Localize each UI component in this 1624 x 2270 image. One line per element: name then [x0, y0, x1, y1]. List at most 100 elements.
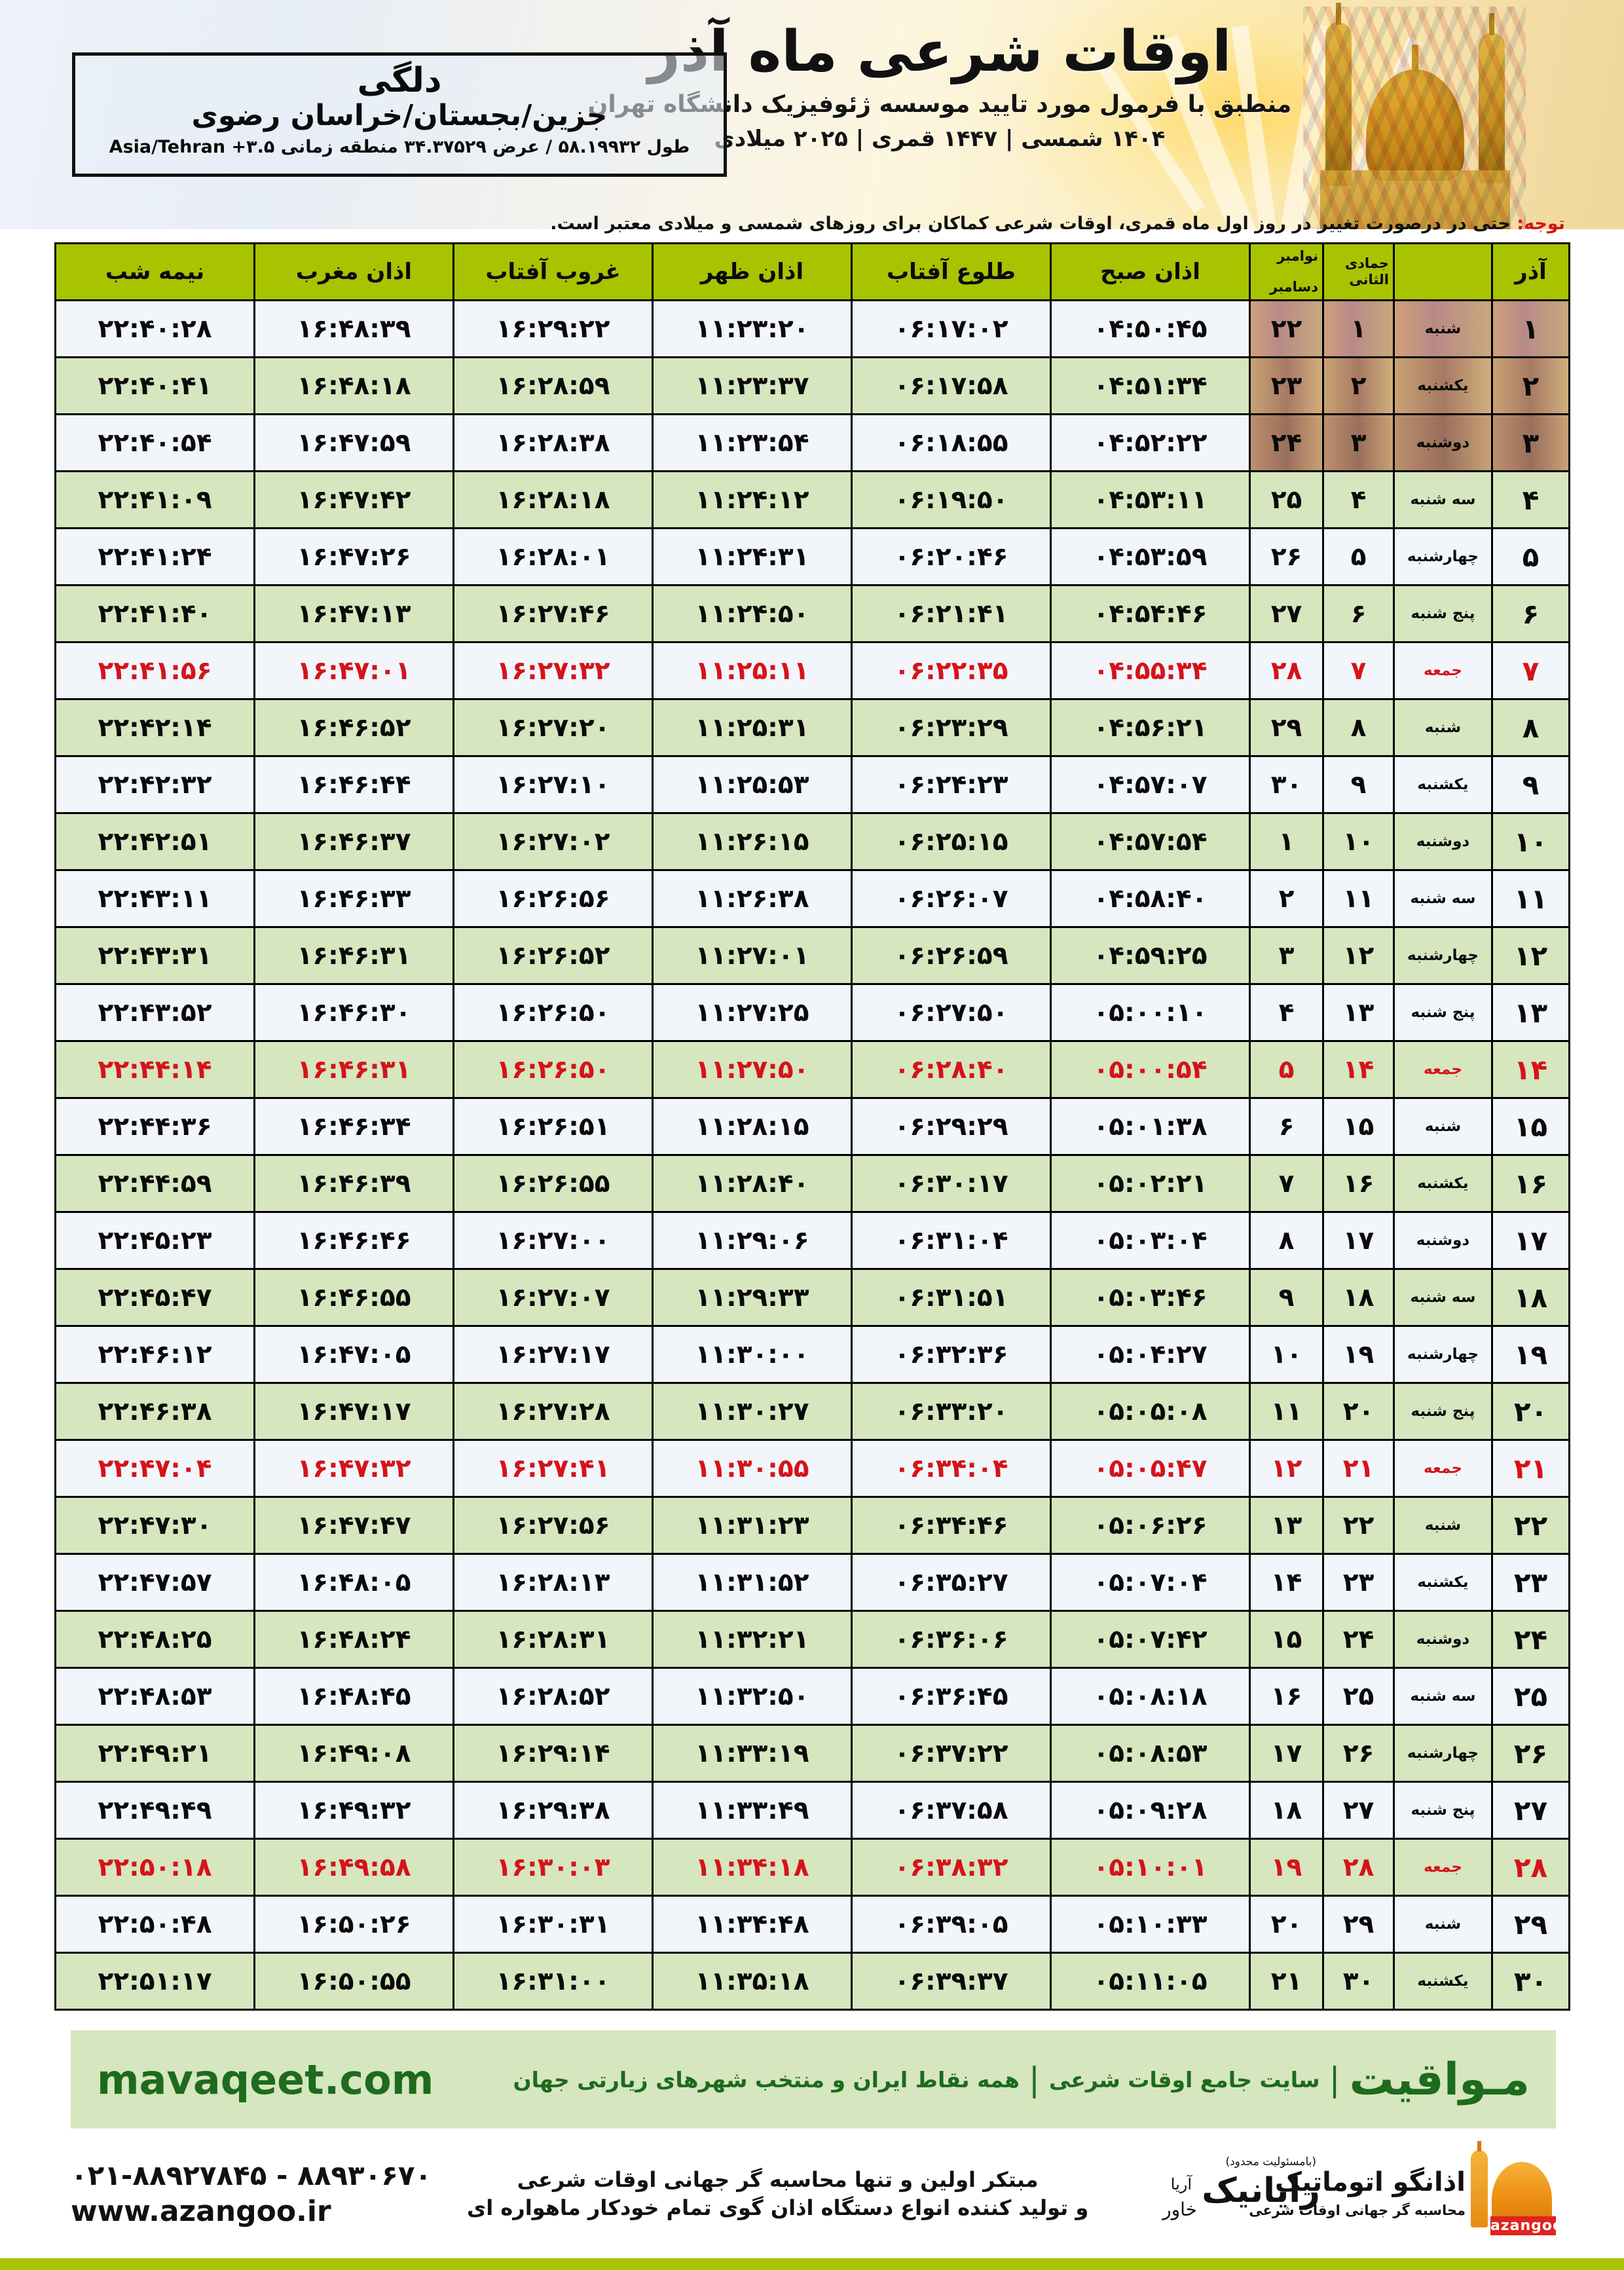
cell-sunset: ۱۶:۳۱:۰۰ [452, 1952, 654, 2011]
cell-sunrise: ۰۶:۳۱:۵۱ [851, 1268, 1052, 1327]
cell-azar-day: ۱ [1491, 299, 1570, 358]
cell-sunset: ۱۶:۲۷:۰۲ [452, 812, 654, 871]
cell-gregorian-day: ۲۹ [1249, 698, 1324, 757]
dome-icon [1366, 45, 1464, 181]
cell-maghrib: ۱۶:۴۶:۳۹ [253, 1154, 454, 1213]
cell-weekday: پنج شنبه [1393, 1781, 1493, 1840]
page-title: اوقات شرعی ماه آذر [648, 19, 1232, 84]
table-row: ۱۰ دوشنبه ۱۰ ۱ ۰۴:۵۷:۵۴ ۰۶:۲۵:۱۵ ۱۱:۲۶:۱۵ ۱۶:۲۷… [54, 812, 1570, 871]
table-row: ۲۹ شنبه ۲۹ ۲۰ ۰۵:۱۰:۳۳ ۰۶:۳۹:۰۵ ۱۱:۳۴:۴۸ ۱۶:۳۰:… [54, 1895, 1570, 1954]
contact-phone: ۰۲۱-۸۸۹۲۷۸۴۵ - ۸۸۹۳۰۶۷۰ [71, 2159, 432, 2192]
cell-sunrise: ۰۶:۳۶:۰۶ [851, 1610, 1052, 1669]
cell-dhuhr: ۱۱:۲۸:۴۰ [652, 1154, 853, 1213]
cell-sunrise: ۰۶:۲۳:۲۹ [851, 698, 1052, 757]
cell-maghrib: ۱۶:۴۷:۲۶ [253, 527, 454, 586]
cell-sunset: ۱۶:۲۷:۳۲ [452, 641, 654, 700]
cell-weekday: یکشنبه [1393, 1952, 1493, 2011]
cell-maghrib: ۱۶:۴۸:۱۸ [253, 356, 454, 415]
location-city: دلگی [357, 61, 442, 100]
footer-bottom: azangoo اذانگو اتوماتیک محاسبه گر جهانی … [71, 2141, 1562, 2246]
rayanik-legal-note: (بامسئولیت محدود) [1225, 2155, 1316, 2168]
cell-hijri-day: ۸ [1322, 698, 1395, 757]
cell-sunrise: ۰۶:۳۸:۳۲ [851, 1838, 1052, 1897]
contact-website[interactable]: www.azangoo.ir [71, 2194, 331, 2228]
separator: | [1329, 2060, 1340, 2098]
mavaqeet-url[interactable]: mavaqeet.com [97, 2055, 434, 2104]
cell-gregorian-day: ۲۶ [1249, 527, 1324, 586]
cell-sunset: ۱۶:۲۷:۲۰ [452, 698, 654, 757]
cell-sunrise: ۰۶:۲۶:۰۷ [851, 869, 1052, 928]
cell-sunset: ۱۶:۲۷:۲۸ [452, 1382, 654, 1441]
cell-fajr: ۰۴:۵۱:۳۴ [1050, 356, 1251, 415]
cell-fajr: ۰۵:۰۴:۲۷ [1050, 1325, 1251, 1384]
cell-hijri-day: ۲۸ [1322, 1838, 1395, 1897]
cell-dhuhr: ۱۱:۳۵:۱۸ [652, 1952, 853, 2011]
cell-hijri-day: ۱۴ [1322, 1040, 1395, 1099]
table-row: ۱۴ جمعه ۱۴ ۵ ۰۵:۰۰:۵۴ ۰۶:۲۸:۴۰ ۱۱:۲۷:۵۰ ۱۶:۲۶:۵… [54, 1040, 1570, 1099]
table-row: ۲ یکشنبه ۲ ۲۳ ۰۴:۵۱:۳۴ ۰۶:۱۷:۵۸ ۱۱:۲۳:۳۷ ۱۶:۲۸:… [54, 356, 1570, 415]
header-dhuhr: اذان ظهر [652, 242, 853, 301]
cell-fajr: ۰۵:۰۸:۵۳ [1050, 1724, 1251, 1783]
cell-weekday: چهارشنبه [1393, 527, 1493, 586]
cell-hijri-day: ۱۲ [1322, 926, 1395, 985]
cell-azar-day: ۱۱ [1491, 869, 1570, 928]
rayanik-wordmark: رایانیک [1202, 2171, 1320, 2210]
cell-gregorian-day: ۱۸ [1249, 1781, 1324, 1840]
cell-weekday: دوشنبه [1393, 1610, 1493, 1669]
table-row: ۲۱ جمعه ۲۱ ۱۲ ۰۵:۰۵:۴۷ ۰۶:۳۴:۰۴ ۱۱:۳۰:۵۵ ۱۶:۲۷:… [54, 1439, 1570, 1498]
cell-gregorian-day: ۲۸ [1249, 641, 1324, 700]
cell-gregorian-day: ۲۷ [1249, 584, 1324, 643]
cell-sunrise: ۰۶:۲۶:۵۹ [851, 926, 1052, 985]
cell-fajr: ۰۴:۵۲:۲۲ [1050, 413, 1251, 472]
cell-gregorian-day: ۱۶ [1249, 1667, 1324, 1726]
cell-midnight: ۲۲:۴۷:۵۷ [54, 1553, 255, 1612]
note-text: حتی در درصورت تغییر در روز اول ماه قمری،… [550, 214, 1511, 234]
cell-midnight: ۲۲:۴۰:۴۱ [54, 356, 255, 415]
cell-gregorian-day: ۱۴ [1249, 1553, 1324, 1612]
cell-maghrib: ۱۶:۴۹:۵۸ [253, 1838, 454, 1897]
table-row: ۱۹ چهارشنبه ۱۹ ۱۰ ۰۵:۰۴:۲۷ ۰۶:۳۲:۳۶ ۱۱:۳۰:۰۰ ۱۶… [54, 1325, 1570, 1384]
cell-hijri-day: ۲ [1322, 356, 1395, 415]
footer-brand-band: مـواقیت | سایت جامع اوقات شرعی | همه نقا… [71, 2030, 1556, 2129]
cell-hijri-day: ۲۹ [1322, 1895, 1395, 1954]
cell-sunset: ۱۶:۲۸:۰۱ [452, 527, 654, 586]
table-row: ۲۰ پنج شنبه ۲۰ ۱۱ ۰۵:۰۵:۰۸ ۰۶:۳۳:۲۰ ۱۱:۳۰:۲۷ ۱۶… [54, 1382, 1570, 1441]
header-hijri-gregorian: جمادی الثانی [1322, 242, 1395, 301]
cell-midnight: ۲۲:۴۸:۵۳ [54, 1667, 255, 1726]
cell-maghrib: ۱۶:۴۷:۴۲ [253, 470, 454, 529]
cell-gregorian-day: ۱۱ [1249, 1382, 1324, 1441]
table-row: ۱۸ سه شنبه ۱۸ ۹ ۰۵:۰۳:۴۶ ۰۶:۳۱:۵۱ ۱۱:۲۹:۳۳ ۱۶:۲… [54, 1268, 1570, 1327]
cell-weekday: دوشنبه [1393, 812, 1493, 871]
header-gregorian-months: نوامبر دسامبر [1249, 242, 1324, 301]
cell-weekday: شنبه [1393, 1895, 1493, 1954]
footer-slogan: مبتکر اولین و تنها محاسبه گر جهانی اوقات… [432, 2166, 1124, 2222]
table-row: ۱۵ شنبه ۱۵ ۶ ۰۵:۰۱:۳۸ ۰۶:۲۹:۲۹ ۱۱:۲۸:۱۵ ۱۶:۲۶:۵… [54, 1097, 1570, 1156]
cell-azar-day: ۲۳ [1491, 1553, 1570, 1612]
cell-weekday: یکشنبه [1393, 755, 1493, 814]
cell-sunrise: ۰۶:۱۸:۵۵ [851, 413, 1052, 472]
cell-maghrib: ۱۶:۴۹:۳۲ [253, 1781, 454, 1840]
footer-contact: ۰۲۱-۸۸۹۲۷۸۴۵ - ۸۸۹۳۰۶۷۰ www.azangoo.ir [71, 2159, 432, 2229]
cell-maghrib: ۱۶:۵۰:۲۶ [253, 1895, 454, 1954]
cell-weekday: پنج شنبه [1393, 1382, 1493, 1441]
cell-weekday: دوشنبه [1393, 413, 1493, 472]
prayer-times-table-wrapper: آذر جمادی الثانی نوامبر دسامبر اذان صبح … [54, 242, 1570, 2011]
cell-maghrib: ۱۶:۴۶:۳۴ [253, 1097, 454, 1156]
cell-fajr: ۰۴:۵۳:۵۹ [1050, 527, 1251, 586]
cell-maghrib: ۱۶:۴۷:۱۷ [253, 1382, 454, 1441]
cell-maghrib: ۱۶:۴۶:۴۶ [253, 1211, 454, 1270]
cell-hijri-day: ۱۵ [1322, 1097, 1395, 1156]
cell-dhuhr: ۱۱:۲۳:۲۰ [652, 299, 853, 358]
cell-sunrise: ۰۶:۳۰:۱۷ [851, 1154, 1052, 1213]
table-row: ۲۷ پنج شنبه ۲۷ ۱۸ ۰۵:۰۹:۲۸ ۰۶:۳۷:۵۸ ۱۱:۳۳:۴۹ ۱۶… [54, 1781, 1570, 1840]
footer-slogan-line-2: و تولید کننده انواع دستگاه اذان گوی تمام… [466, 2195, 1089, 2220]
cell-sunrise: ۰۶:۳۴:۴۶ [851, 1496, 1052, 1555]
cell-hijri-day: ۲۰ [1322, 1382, 1395, 1441]
cell-midnight: ۲۲:۴۲:۳۲ [54, 755, 255, 814]
calendar-years: ۱۴۰۴ شمسی | ۱۴۴۷ قمری | ۲۰۲۵ میلادی [714, 125, 1166, 152]
minaret-icon [1325, 3, 1352, 186]
cell-maghrib: ۱۶:۴۶:۳۱ [253, 1040, 454, 1099]
cell-gregorian-day: ۲۱ [1249, 1952, 1324, 2011]
cell-azar-day: ۲۷ [1491, 1781, 1570, 1840]
cell-fajr: ۰۴:۵۶:۲۱ [1050, 698, 1251, 757]
